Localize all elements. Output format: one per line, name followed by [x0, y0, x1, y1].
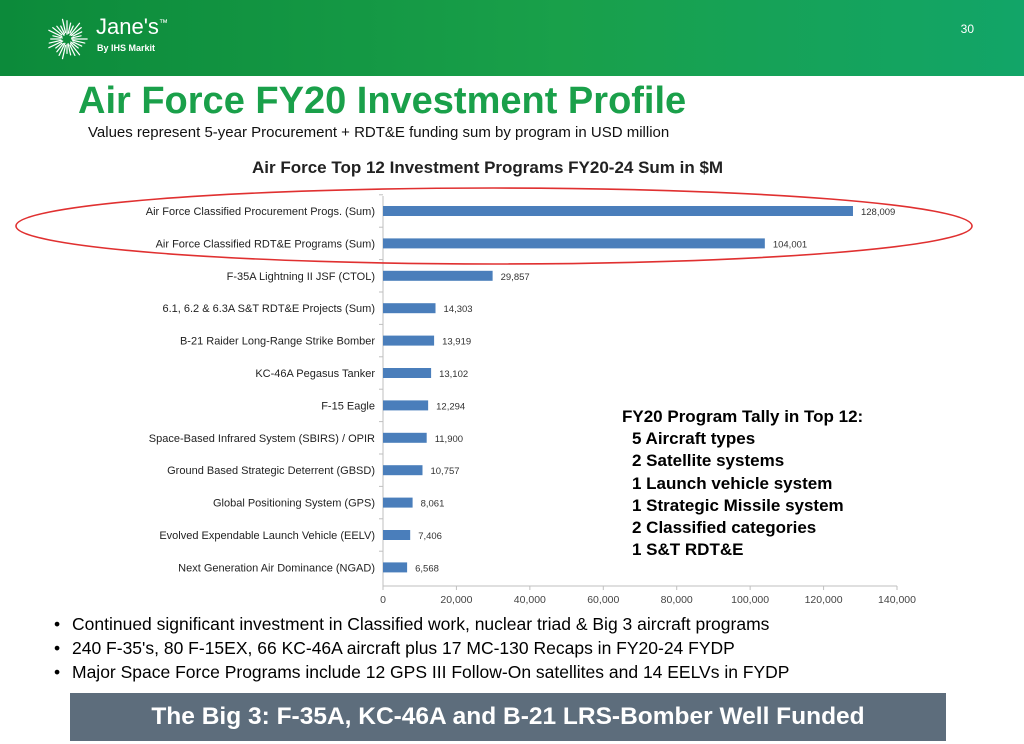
- tally-item: 2 Satellite systems: [632, 451, 785, 471]
- bar-chart: 0 20,000 40,000 60,000 80,000 100,000 120,000 1…: [15, 187, 973, 606]
- bar-value-label: 10,757: [430, 466, 459, 477]
- summary-banner: The Big 3: F-35A, KC-46A and B-21 LRS-Bo…: [70, 693, 946, 741]
- bar-value-label: 29,857: [501, 272, 530, 283]
- category-label: B-21 Raider Long-Range Strike Bomber: [180, 336, 375, 348]
- category-label: Air Force Classified RDT&E Programs (Sum…: [156, 238, 375, 250]
- bar: [383, 368, 432, 378]
- bar: [383, 530, 411, 540]
- category-label: F-35A Lightning II JSF (CTOL): [227, 271, 375, 283]
- x-tick-label: 80,000: [661, 594, 693, 606]
- category-label: KC-46A Pegasus Tanker: [255, 368, 375, 380]
- bar: [383, 432, 427, 443]
- category-label: Air Force Classified Procurement Progs. …: [146, 206, 375, 218]
- category-label: Global Positioning System (GPS): [213, 498, 375, 510]
- bar-value-label: 8,061: [421, 499, 445, 510]
- x-tick-label: 60,000: [587, 594, 619, 606]
- program-tally-box: FY20 Program Tally in Top 12: 5 Aircraft…: [622, 406, 863, 561]
- bar-value-label: 104,001: [773, 239, 807, 250]
- bullet-list: Continued significant investment in Clas…: [54, 612, 789, 684]
- x-tick-label: 140,000: [878, 594, 916, 606]
- tally-heading: FY20 Program Tally in Top 12:: [622, 407, 864, 426]
- tally-item: 2 Classified categories: [632, 518, 817, 538]
- x-tick-label: 120,000: [805, 594, 843, 606]
- header-band: Jane's™ By IHS Markit 30: [0, 0, 1024, 76]
- category-label: 6.1, 6.2 & 6.3A S&T RDT&E Projects (Sum): [162, 303, 375, 315]
- x-tick-label: 40,000: [514, 594, 546, 606]
- category-label: Space-Based Infrared System (SBIRS) / OP…: [149, 433, 375, 445]
- bullet-item: 240 F-35's, 80 F-15EX, 66 KC-46A aircraf…: [54, 636, 789, 660]
- bar-value-label: 12,294: [436, 401, 465, 412]
- chart-title: Air Force Top 12 Investment Programs FY2…: [252, 158, 724, 177]
- bar-value-label: 7,406: [418, 531, 442, 542]
- brand-name: Jane's™: [96, 14, 168, 39]
- bar: [383, 238, 765, 249]
- tally-item: 1 Strategic Missile system: [632, 495, 844, 515]
- bar: [383, 206, 853, 216]
- bullet-item: Major Space Force Programs include 12 GP…: [54, 660, 789, 684]
- janes-burst-logo-icon: [48, 18, 88, 60]
- bar: [383, 497, 413, 508]
- page-number: 30: [960, 22, 974, 36]
- bar-value-label: 6,568: [415, 563, 439, 574]
- slide-subtitle: Values represent 5-year Procurement + RD…: [88, 124, 670, 141]
- bar: [383, 270, 493, 281]
- category-label: Ground Based Strategic Deterrent (GBSD): [167, 465, 375, 477]
- category-label: Next Generation Air Dominance (NGAD): [178, 562, 375, 574]
- bar: [383, 335, 435, 346]
- tally-item: 5 Aircraft types: [632, 429, 756, 449]
- highlight-ellipse: [15, 187, 973, 265]
- bar-value-label: 128,009: [861, 207, 895, 218]
- slide-title: Air Force FY20 Investment Profile: [78, 80, 687, 122]
- category-label: Evolved Expendable Launch Vehicle (EELV): [159, 530, 375, 542]
- bar: [383, 400, 429, 411]
- x-tick-label: 20,000: [440, 594, 472, 606]
- bar: [383, 562, 408, 573]
- bar: [383, 465, 423, 476]
- bar-value-label: 13,919: [442, 337, 471, 348]
- bar: [383, 303, 436, 314]
- tally-item: 1 Launch vehicle system: [632, 473, 833, 493]
- bar-value-label: 11,900: [435, 434, 463, 445]
- bar-value-label: 14,303: [444, 304, 473, 315]
- brand-subtitle: By IHS Markit: [97, 43, 156, 53]
- bullet-item: Continued significant investment in Clas…: [54, 612, 789, 636]
- category-label: F-15 Eagle: [321, 400, 375, 412]
- tally-item: 1 S&T RDT&E: [632, 540, 744, 560]
- bar-value-label: 13,102: [439, 369, 468, 380]
- x-tick-label: 100,000: [731, 594, 769, 606]
- x-tick-label: 0: [380, 594, 386, 606]
